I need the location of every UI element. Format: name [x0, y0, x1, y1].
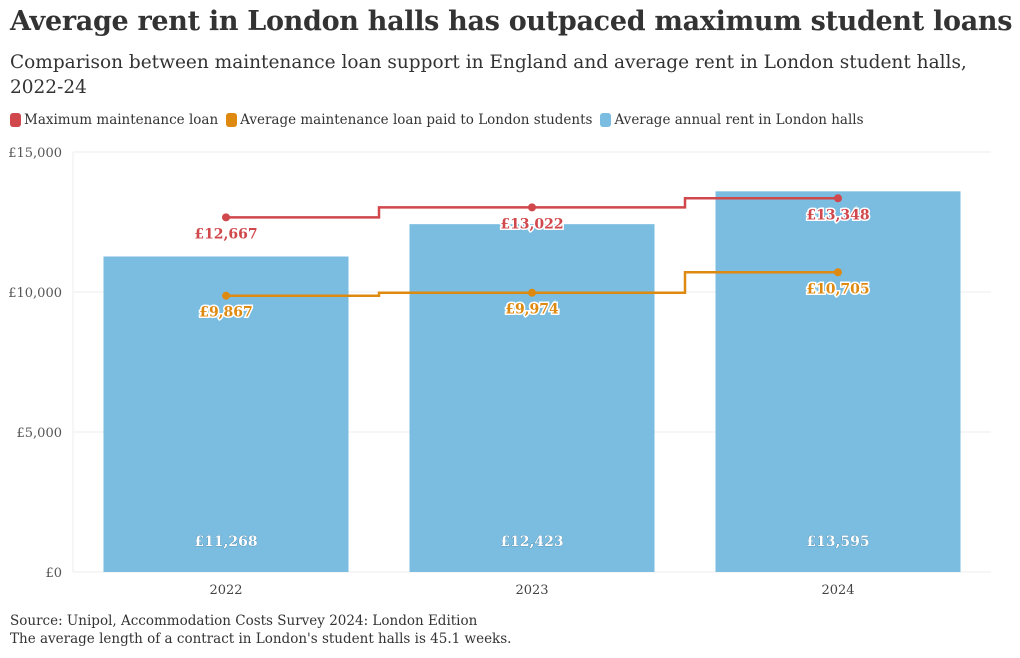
- legend-swatch: [10, 113, 21, 127]
- legend-swatch: [226, 113, 238, 127]
- x-tick-label: 2023: [515, 583, 548, 598]
- line-data-label: £9,867: [199, 305, 253, 321]
- data-point: [222, 291, 230, 300]
- data-point: [834, 194, 842, 203]
- y-tick-label: £0: [45, 566, 62, 581]
- line-data-label: £10,705: [806, 281, 869, 297]
- x-tick-label: 2022: [209, 583, 242, 598]
- data-point: [222, 213, 230, 222]
- y-tick-label: £5,000: [17, 426, 63, 441]
- legend-item-max-loan[interactable]: Maximum maintenance loan: [10, 112, 218, 128]
- legend-swatch: [600, 113, 612, 127]
- bar-rent: [103, 256, 349, 572]
- data-point: [834, 268, 842, 277]
- data-point: [528, 203, 536, 212]
- legend-label: Maximum maintenance loan: [24, 112, 219, 128]
- line-data-label: £12,667: [194, 226, 257, 242]
- legend-item-rent[interactable]: Average annual rent in London halls: [600, 112, 864, 128]
- line-data-label: £9,974: [505, 302, 559, 318]
- legend-label: Average maintenance loan paid to London …: [240, 112, 593, 128]
- bar-rent: [715, 191, 961, 572]
- contract-note: The average length of a contract in Lond…: [10, 631, 512, 647]
- legend-item-avg-loan[interactable]: Average maintenance loan paid to London …: [226, 112, 592, 128]
- bar-rent: [409, 224, 655, 572]
- bar-data-label: £13,595: [806, 534, 869, 550]
- x-tick-label: 2024: [821, 583, 854, 598]
- chart-title: Average rent in London halls has outpace…: [10, 6, 1013, 37]
- chart-subtitle: Comparison between maintenance loan supp…: [10, 52, 967, 98]
- bar-data-label: £11,268: [194, 534, 257, 550]
- data-point: [528, 288, 536, 297]
- legend: Maximum maintenance loan Average mainten…: [10, 112, 864, 128]
- legend-label: Average annual rent in London halls: [614, 112, 864, 128]
- line-data-label: £13,022: [500, 216, 563, 232]
- bar-data-label: £12,423: [500, 534, 563, 550]
- footer: Source: Unipol, Accommodation Costs Surv…: [10, 612, 511, 648]
- line-data-label: £13,348: [806, 207, 869, 223]
- y-tick-label: £15,000: [8, 146, 62, 161]
- y-tick-label: £10,000: [8, 286, 62, 301]
- source-note: Source: Unipol, Accommodation Costs Surv…: [10, 613, 478, 629]
